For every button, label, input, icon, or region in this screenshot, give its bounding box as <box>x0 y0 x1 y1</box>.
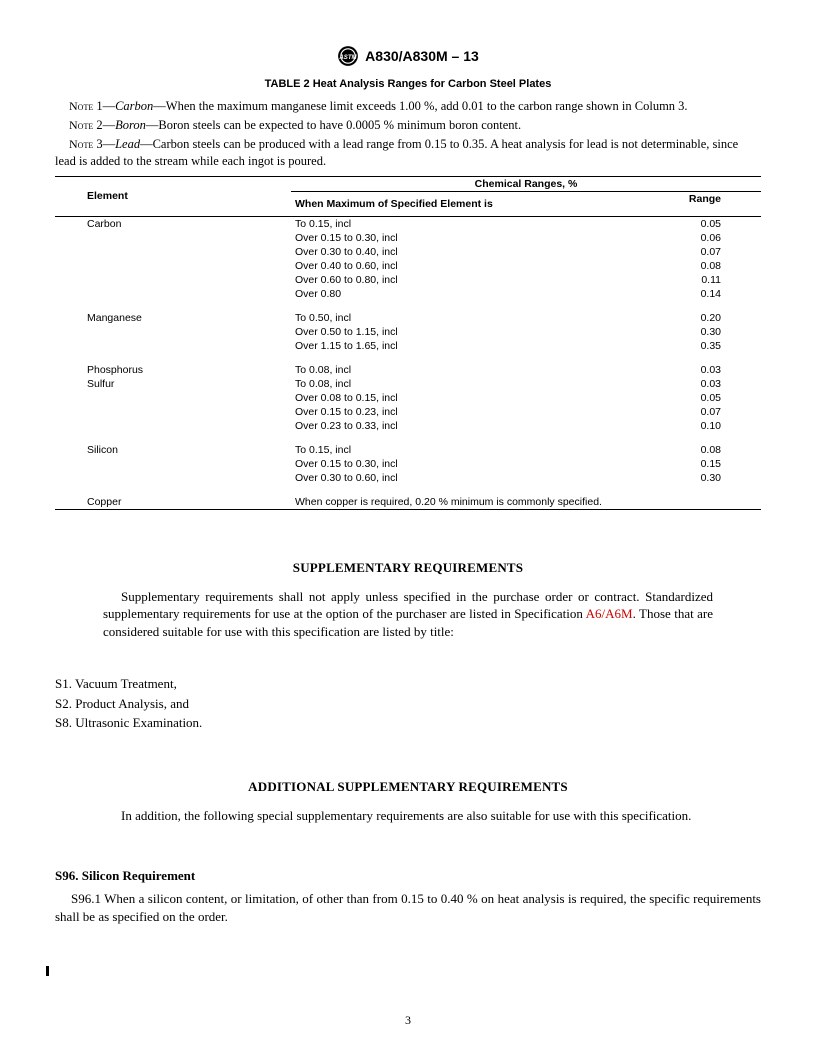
supp-item-s1: S1. Vacuum Treatment, <box>55 674 761 694</box>
table-row: CarbonTo 0.15, incl0.05 <box>55 216 761 231</box>
col-super: Chemical Ranges, % <box>291 176 761 191</box>
table-row: Over 0.15 to 0.30, incl0.15 <box>55 457 761 471</box>
svg-text:ASTM: ASTM <box>339 55 358 61</box>
table-row: Over 0.15 to 0.30, incl0.06 <box>55 231 761 245</box>
note-3: Note 3—Lead—Carbon steels can be produce… <box>55 136 761 170</box>
supp-item-s8: S8. Ultrasonic Examination. <box>55 713 761 733</box>
table-row: Over 1.15 to 1.65, incl0.35 <box>55 339 761 353</box>
col-range: Range <box>659 191 761 216</box>
table-row: Over 0.23 to 0.33, incl0.10 <box>55 419 761 433</box>
table-row: Over 0.08 to 0.15, incl0.05 <box>55 391 761 405</box>
add-supp-paragraph: In addition, the following special suppl… <box>103 807 713 825</box>
note-1: Note 1—Carbon—When the maximum manganese… <box>55 98 761 115</box>
table-row: Over 0.30 to 0.40, incl0.07 <box>55 245 761 259</box>
col-element: Element <box>55 176 291 216</box>
page-number: 3 <box>0 1013 816 1028</box>
note-2: Note 2—Boron—Boron steels can be expecte… <box>55 117 761 134</box>
add-supp-heading: ADDITIONAL SUPPLEMENTARY REQUIREMENTS <box>55 779 761 795</box>
supp-list: S1. Vacuum Treatment, S2. Product Analys… <box>55 674 761 733</box>
table-row: Over 0.50 to 1.15, incl0.30 <box>55 325 761 339</box>
table-title: TABLE 2 Heat Analysis Ranges for Carbon … <box>55 78 761 90</box>
table-row: PhosphorusTo 0.08, incl0.03 <box>55 363 761 377</box>
table-row: CopperWhen copper is required, 0.20 % mi… <box>55 495 761 510</box>
s96-heading: S96. Silicon Requirement <box>55 868 761 884</box>
chemical-ranges-table: Element Chemical Ranges, % When Maximum … <box>55 176 761 510</box>
table-row: Over 0.15 to 0.23, incl0.07 <box>55 405 761 419</box>
page-header: ASTM A830/A830M – 13 <box>55 45 761 72</box>
supp-item-s2: S2. Product Analysis, and <box>55 694 761 714</box>
table-row: SulfurTo 0.08, incl0.03 <box>55 377 761 391</box>
table-row: Over 0.800.14 <box>55 287 761 301</box>
s96-body: S96.1 When a silicon content, or limitat… <box>55 890 761 926</box>
spec-designation: A830/A830M – 13 <box>365 48 479 64</box>
supp-heading: SUPPLEMENTARY REQUIREMENTS <box>55 560 761 576</box>
revision-bar-icon <box>46 966 49 976</box>
supp-paragraph: Supplementary requirements shall not app… <box>103 588 713 641</box>
col-spec: When Maximum of Specified Element is <box>291 191 659 216</box>
astm-logo-icon: ASTM <box>337 45 359 67</box>
table-row: Over 0.60 to 0.80, incl0.11 <box>55 273 761 287</box>
table-row: SiliconTo 0.15, incl0.08 <box>55 443 761 457</box>
spec-link-a6[interactable]: A6/A6M <box>586 606 633 621</box>
table-notes: Note 1—Carbon—When the maximum manganese… <box>55 98 761 170</box>
table-row: ManganeseTo 0.50, incl0.20 <box>55 311 761 325</box>
table-row: Over 0.40 to 0.60, incl0.08 <box>55 259 761 273</box>
table-row: Over 0.30 to 0.60, incl0.30 <box>55 471 761 485</box>
